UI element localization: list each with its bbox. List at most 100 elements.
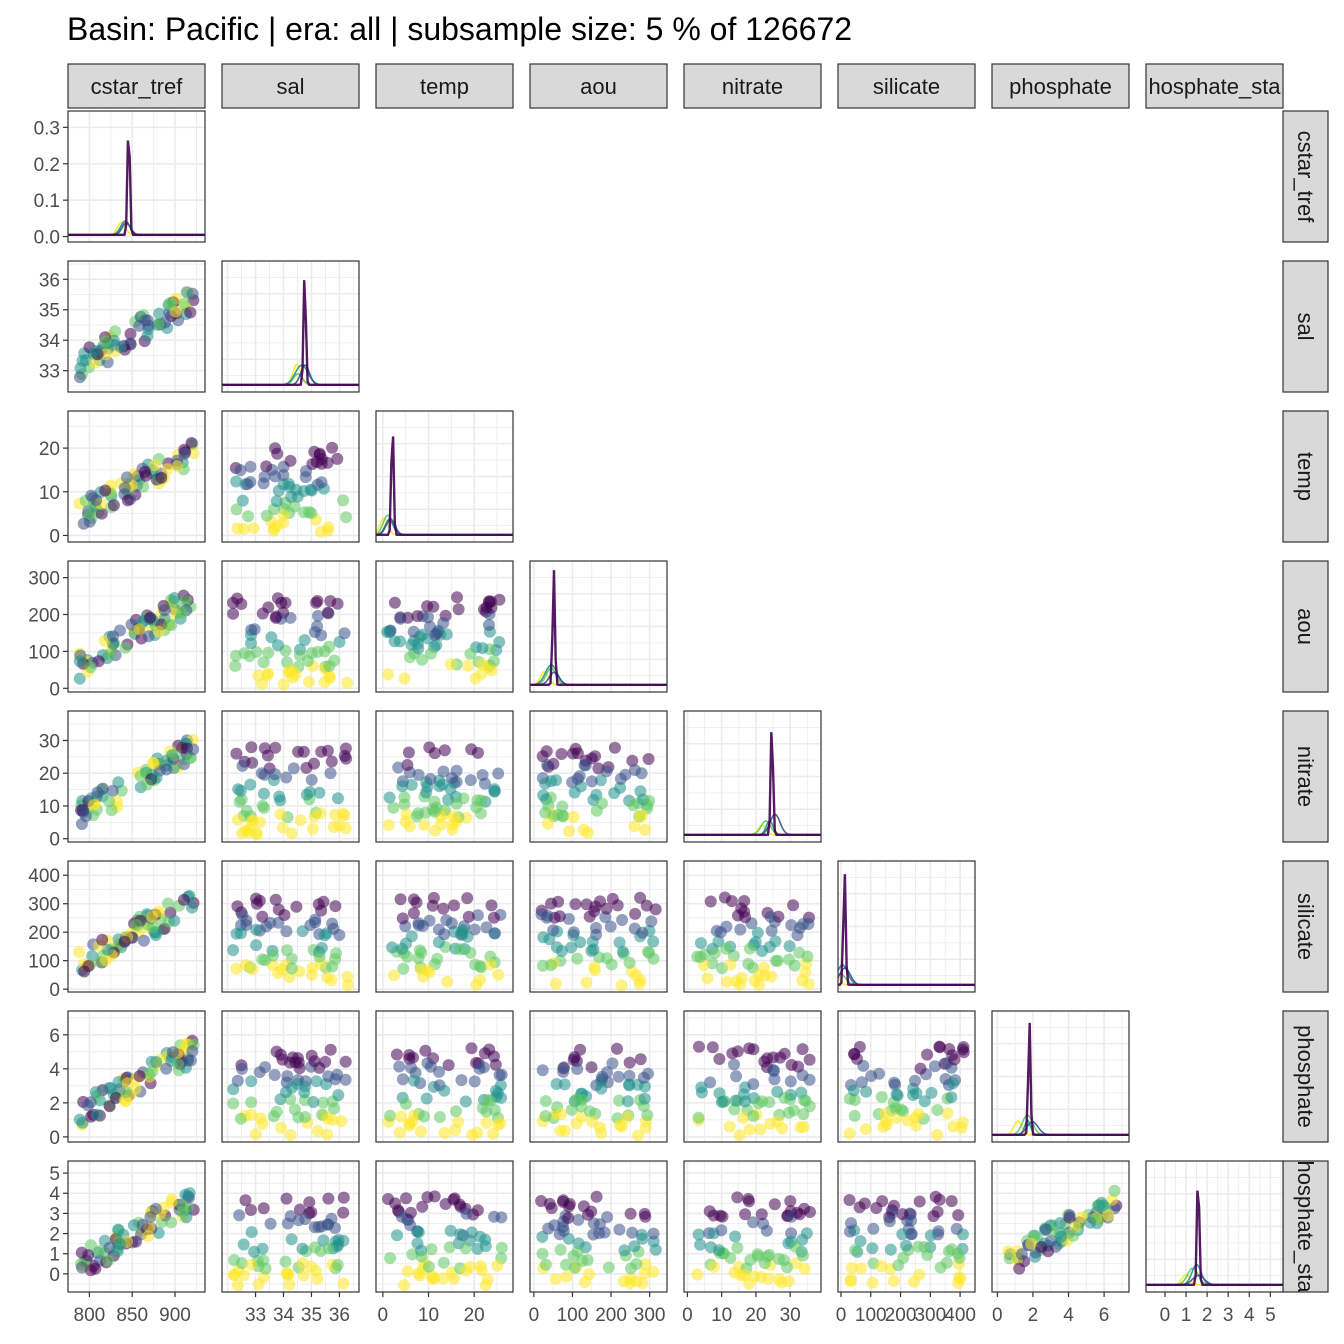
scatter-point <box>279 1255 292 1268</box>
col-strip-label: aou <box>580 74 617 99</box>
panel-phosphate_star-vs-phosphate <box>991 1160 1130 1293</box>
scatter-point <box>328 654 341 667</box>
scatter-point <box>639 1258 652 1271</box>
scatter-point <box>567 810 580 823</box>
scatter-point <box>233 795 246 808</box>
scatter-point <box>589 900 602 913</box>
scatter-point <box>112 1076 125 1089</box>
scatter-point <box>495 1068 508 1081</box>
x-tick-label: 0 <box>529 1305 540 1326</box>
scatter-point <box>1102 1209 1115 1222</box>
scatter-point <box>438 744 451 757</box>
scatter-point <box>924 1229 937 1242</box>
scatter-point <box>425 1243 438 1256</box>
scatter-point <box>947 1120 960 1133</box>
scatter-point <box>621 1111 633 1124</box>
scatter-point <box>600 952 613 965</box>
col-strip-box <box>1145 63 1284 109</box>
scatter-point <box>426 899 439 912</box>
scatter-point <box>393 1060 406 1073</box>
scatter-point <box>1045 1234 1058 1247</box>
scatter-point <box>884 1243 897 1256</box>
scatter-point <box>941 1107 954 1120</box>
x-tick-label: 400 <box>944 1305 976 1326</box>
scatter-point <box>267 524 280 537</box>
scatter-point <box>314 807 327 820</box>
scatter-point <box>639 1210 652 1223</box>
scatter-point <box>704 1076 717 1089</box>
panel-marks <box>381 591 506 685</box>
scatter-point <box>789 1240 802 1253</box>
scatter-point <box>422 1260 435 1273</box>
scatter-point <box>152 318 165 330</box>
scatter-point <box>171 460 184 473</box>
panel-marks <box>843 1190 969 1290</box>
scatter-point <box>245 637 257 650</box>
scatter-point <box>585 775 598 788</box>
scatter-point <box>310 1264 322 1277</box>
scatter-point <box>114 341 127 354</box>
scatter-point <box>562 912 575 925</box>
scatter-point <box>888 1076 901 1089</box>
panel-border <box>991 1160 1130 1293</box>
y-tick-label: 4 <box>49 1060 60 1081</box>
scatter-point <box>166 1046 179 1059</box>
scatter-point <box>550 941 563 954</box>
scatter-point <box>693 1040 705 1053</box>
scatter-point <box>586 935 599 948</box>
scatter-point <box>457 923 469 936</box>
scatter-point <box>851 1052 863 1065</box>
scatter-point <box>227 1097 240 1110</box>
panel-border <box>837 1160 976 1293</box>
scatter-point <box>734 1269 747 1282</box>
scatter-point <box>311 595 324 607</box>
panel-border <box>221 410 360 543</box>
scatter-point <box>390 1048 403 1061</box>
scatter-point <box>407 893 420 906</box>
y-tick-label: 0 <box>49 679 60 700</box>
scatter-point <box>487 1127 500 1140</box>
scatter-point <box>623 956 636 969</box>
scatter-point <box>441 975 454 988</box>
scatter-point <box>133 1070 146 1083</box>
scatter-point <box>459 1242 472 1255</box>
scatter-point <box>638 1080 651 1093</box>
y-tick-label: 0.2 <box>34 155 60 176</box>
scatter-point <box>415 1250 428 1263</box>
scatter-point <box>102 1082 115 1094</box>
panel-marks <box>382 1042 508 1141</box>
scatter-point <box>305 773 318 786</box>
scatter-point <box>720 975 733 988</box>
scatter-point <box>747 1110 760 1122</box>
scatter-point <box>338 809 351 822</box>
scatter-point <box>634 810 647 823</box>
row-strip-box <box>1282 560 1329 693</box>
scatter-point <box>239 959 252 971</box>
row-strip-aou: aou <box>1282 560 1329 693</box>
scatter-point <box>339 1055 352 1068</box>
panel-border <box>529 1010 668 1143</box>
scatter-point <box>391 1229 403 1242</box>
panel-phosphate-vs-temp <box>375 1010 514 1143</box>
scatter-point <box>640 899 653 912</box>
row-strip-nitrate: nitrate <box>1282 710 1329 843</box>
scatter-point <box>743 1123 756 1136</box>
scatter-point <box>493 593 506 606</box>
panel-marks <box>382 1190 508 1292</box>
scatter-point <box>635 1228 648 1241</box>
scatter-point <box>296 1257 309 1270</box>
scatter-point <box>324 595 337 608</box>
scatter-point <box>771 1085 784 1098</box>
scatter-point <box>142 630 155 643</box>
x-tick-label: 0 <box>1160 1305 1171 1326</box>
row-strip-label: temp <box>1293 452 1318 501</box>
scatter-point <box>875 1091 888 1103</box>
scatter-point <box>399 1097 412 1110</box>
scatter-point <box>315 904 328 917</box>
scatter-point <box>407 1074 420 1087</box>
scatter-point <box>952 1209 965 1222</box>
scatter-point <box>596 797 608 810</box>
scatter-point <box>703 1205 716 1218</box>
scatter-point <box>1042 1245 1055 1258</box>
row-strip-sal: sal <box>1282 260 1329 393</box>
